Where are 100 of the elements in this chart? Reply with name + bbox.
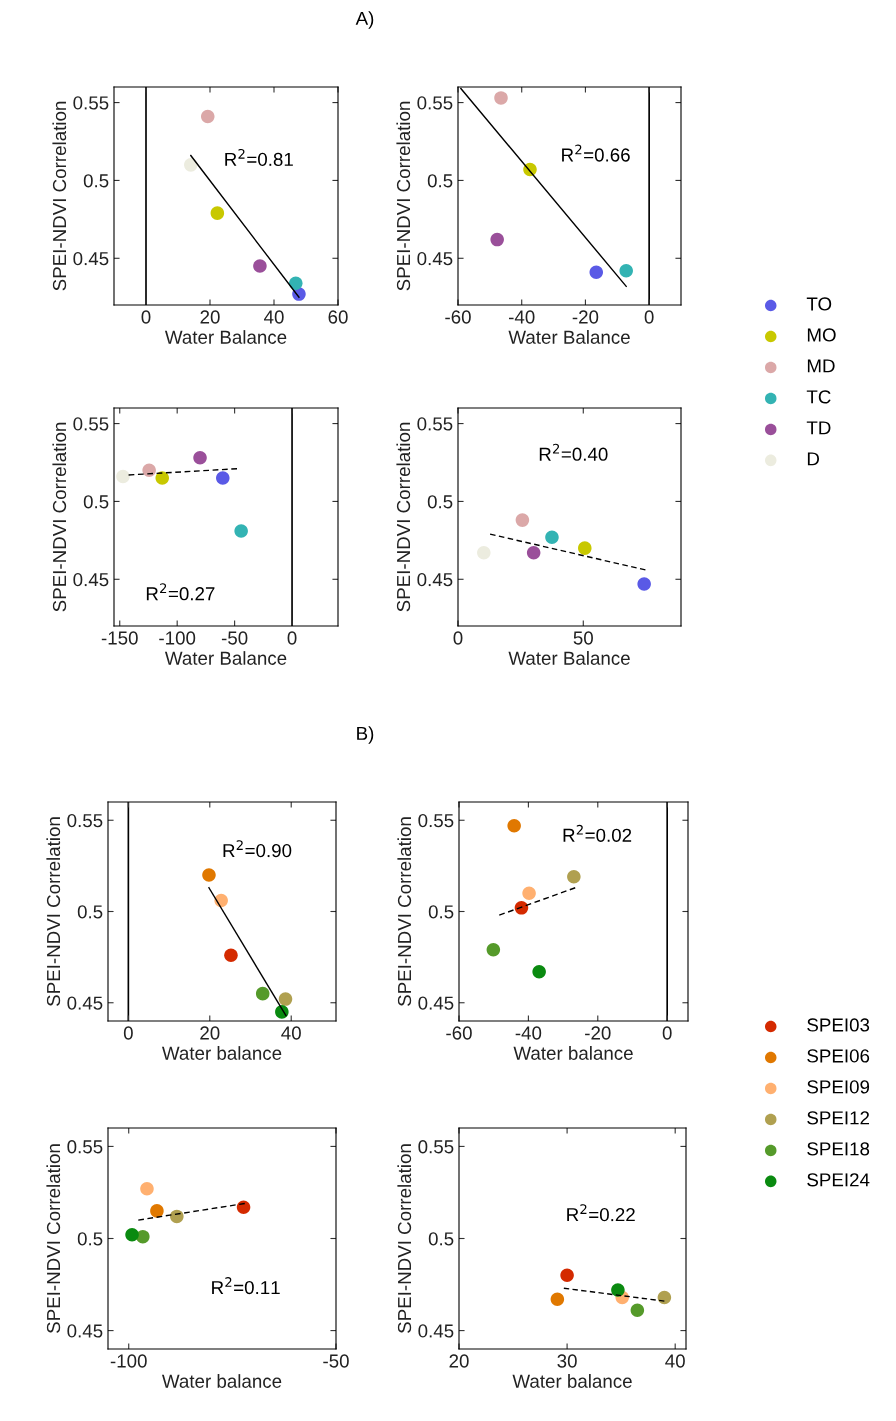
x-tick-label: 0 bbox=[644, 310, 654, 324]
x-tick-label: -60 bbox=[445, 310, 471, 324]
annotation: R$^{2}$=0.22 bbox=[567, 1204, 635, 1222]
point bbox=[526, 546, 541, 560]
x-tick-label: 30 bbox=[557, 1354, 577, 1368]
point bbox=[532, 964, 546, 979]
point bbox=[515, 513, 530, 527]
x-tick-label: -20 bbox=[572, 310, 599, 324]
y-axis-title: SPEI-NDVI Correlation bbox=[396, 101, 411, 291]
y-tick-label: 0.55 bbox=[417, 96, 453, 110]
y-axis-title: SPEI-NDVI Correlation bbox=[396, 422, 411, 612]
x-tick-label: 0 bbox=[141, 310, 151, 324]
point bbox=[611, 1283, 625, 1297]
y-tick-label: 0.45 bbox=[417, 251, 453, 266]
y-tick-label: 0.5 bbox=[428, 905, 454, 919]
x-tick-label: -20 bbox=[585, 1026, 611, 1040]
point bbox=[545, 530, 559, 545]
legend-label: SPEI09 bbox=[807, 1080, 870, 1094]
x-tick-label: 50 bbox=[573, 631, 593, 645]
legend-label: D bbox=[807, 452, 820, 466]
annotation: R$^{2}$=0.90 bbox=[223, 840, 292, 858]
point bbox=[210, 206, 225, 220]
x-tick-label: -100 bbox=[159, 631, 196, 645]
annotation: R$^{2}$=0.02 bbox=[563, 824, 632, 842]
legend-label: TO bbox=[806, 297, 832, 311]
point bbox=[255, 986, 270, 1001]
y-tick-label: 0.45 bbox=[417, 572, 453, 587]
x-tick-label: 40 bbox=[665, 1354, 685, 1368]
legend-label: SPEI06 bbox=[807, 1049, 870, 1063]
x-tick-label: -50 bbox=[323, 1354, 349, 1368]
point bbox=[619, 263, 633, 278]
x-tick-label: 20 bbox=[449, 1354, 469, 1368]
x-tick-label: -100 bbox=[110, 1354, 147, 1368]
point bbox=[288, 276, 303, 290]
point bbox=[150, 1204, 164, 1218]
annotation: R$^{2}$=0.81 bbox=[225, 148, 293, 167]
y-tick-label: 0.5 bbox=[77, 1232, 103, 1246]
point bbox=[637, 577, 651, 591]
point bbox=[234, 524, 248, 538]
x-tick-label: 40 bbox=[281, 1026, 301, 1040]
legend-label: SPEI12 bbox=[807, 1111, 870, 1125]
y-tick-label: 0.55 bbox=[67, 813, 103, 828]
point bbox=[507, 818, 521, 833]
point bbox=[200, 109, 215, 124]
point bbox=[236, 1200, 251, 1214]
point bbox=[125, 1228, 139, 1242]
x-tick-label: 0 bbox=[123, 1026, 133, 1040]
point bbox=[193, 451, 207, 465]
y-tick-label: 0.55 bbox=[73, 417, 109, 431]
x-tick-label: 60 bbox=[328, 310, 348, 324]
y-tick-label: 0.45 bbox=[418, 1324, 454, 1338]
point bbox=[522, 886, 536, 901]
point bbox=[567, 870, 581, 884]
annotation: R$^{2}$=0.11 bbox=[212, 1277, 280, 1295]
legend-label: MO bbox=[807, 328, 836, 342]
point bbox=[142, 463, 156, 478]
legend-label: SPEI24 bbox=[807, 1173, 870, 1187]
x-axis-title: Water balance bbox=[161, 1374, 282, 1388]
y-tick-label: 0.5 bbox=[427, 495, 453, 509]
annotation: R$^{2}$=0.66 bbox=[562, 144, 630, 162]
x-tick-label: 0 bbox=[287, 631, 297, 645]
x-tick-label: 20 bbox=[200, 310, 220, 324]
x-tick-label: 0 bbox=[662, 1026, 672, 1040]
x-axis-title: Water Balance bbox=[164, 651, 287, 665]
y-tick-label: 0.5 bbox=[83, 495, 109, 509]
x-tick-label: -150 bbox=[101, 631, 138, 645]
annotation: R$^{2}$=0.40 bbox=[539, 443, 608, 461]
x-axis-title: Water Balance bbox=[508, 330, 630, 344]
point bbox=[278, 992, 293, 1006]
point bbox=[589, 265, 604, 280]
text: A) bbox=[355, 11, 374, 29]
x-tick-label: -50 bbox=[221, 631, 248, 645]
point bbox=[253, 259, 267, 273]
point bbox=[494, 91, 508, 105]
x-axis-title: Water balance bbox=[513, 1046, 633, 1060]
x-axis-title: Water balance bbox=[161, 1046, 282, 1060]
legend-label: SPEI03 bbox=[807, 1018, 870, 1032]
y-tick-label: 0.45 bbox=[67, 996, 103, 1010]
y-axis-title: SPEI-NDVI Correlation bbox=[397, 1144, 412, 1333]
legend-label: SPEI18 bbox=[807, 1142, 870, 1156]
y-tick-label: 0.55 bbox=[73, 96, 109, 110]
point bbox=[514, 901, 529, 915]
legend-label: TD bbox=[806, 421, 831, 435]
point bbox=[560, 1268, 574, 1283]
y-axis-title: SPEI-NDVI Correlation bbox=[52, 422, 67, 612]
x-axis-title: Water balance bbox=[512, 1374, 632, 1388]
point bbox=[486, 943, 501, 957]
y-tick-label: 0.45 bbox=[73, 572, 109, 587]
y-axis-title: SPEI-NDVI Correlation bbox=[46, 1144, 61, 1333]
point bbox=[550, 1292, 565, 1307]
y-tick-label: 0.45 bbox=[73, 251, 109, 266]
point bbox=[140, 1182, 154, 1196]
point bbox=[578, 541, 592, 555]
x-tick-label: 40 bbox=[264, 310, 284, 324]
point bbox=[216, 471, 230, 485]
point bbox=[155, 471, 170, 485]
x-axis-title: Water Balance bbox=[164, 330, 287, 344]
point bbox=[477, 546, 491, 560]
text: B) bbox=[357, 726, 374, 744]
point bbox=[202, 868, 216, 882]
